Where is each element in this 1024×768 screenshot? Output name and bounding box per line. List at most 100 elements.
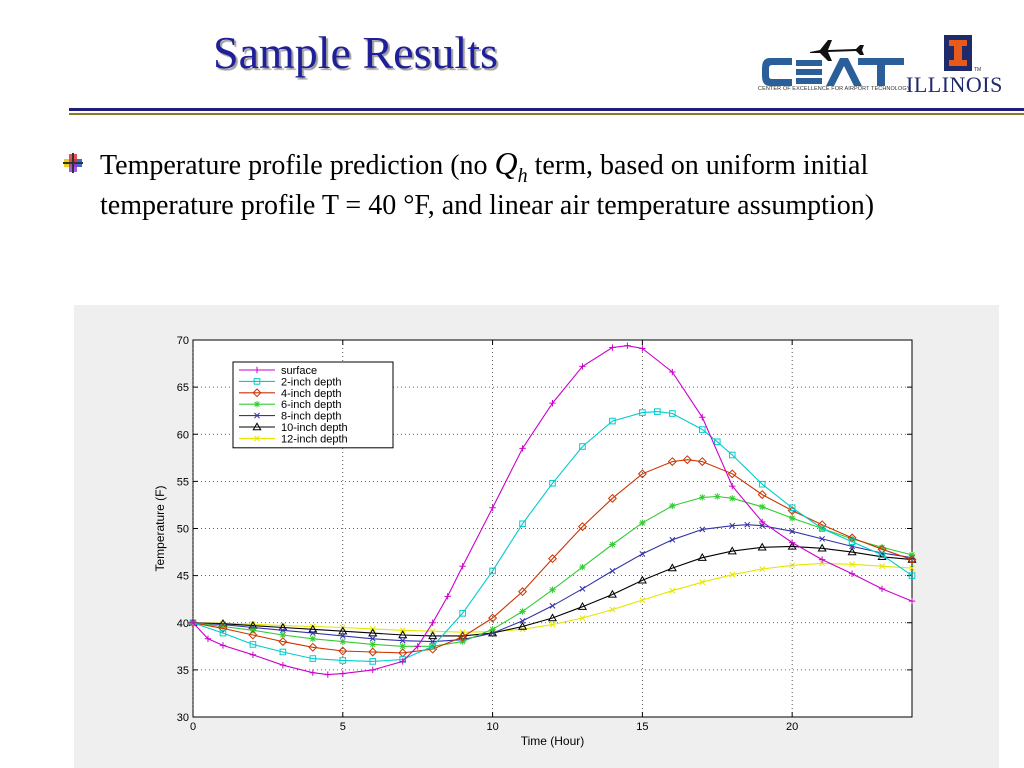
- data-point-3: [519, 608, 526, 615]
- data-point-1: [878, 551, 886, 559]
- data-point-3: [788, 514, 796, 522]
- slide-title: Sample Results: [213, 27, 498, 78]
- data-point-6: [879, 563, 885, 570]
- y-tick-label: 50: [177, 524, 189, 536]
- data-point-1: [489, 567, 496, 575]
- data-point-1: [279, 648, 287, 656]
- data-point-0: [624, 342, 631, 349]
- x-tick-label: 5: [340, 721, 346, 733]
- series-line-2: [192, 459, 913, 654]
- data-point-6: [609, 606, 616, 613]
- data-point-0: [699, 414, 706, 421]
- data-point-3: [489, 626, 496, 633]
- y-tick-label: 30: [177, 712, 189, 724]
- x-axis-label: Time (Hour): [521, 734, 585, 748]
- data-point-2: [757, 490, 767, 500]
- data-point-4: [399, 637, 406, 644]
- data-point-6: [789, 562, 796, 569]
- legend-label: 10-inch depth: [281, 422, 348, 434]
- bullet-text: Temperature profile prediction (no Qh te…: [100, 144, 1000, 225]
- legend-label: 2-inch depth: [281, 376, 342, 388]
- data-point-3: [309, 635, 317, 642]
- data-point-4: [549, 602, 556, 609]
- data-point-0: [189, 619, 197, 626]
- data-point-1: [609, 417, 616, 425]
- data-point-0: [759, 518, 766, 526]
- data-point-1: [429, 643, 436, 650]
- data-point-4: [339, 633, 346, 639]
- data-point-3: [339, 638, 346, 645]
- data-point-1: [219, 629, 227, 637]
- data-point-3: [908, 551, 916, 559]
- data-point-2: [488, 613, 498, 623]
- data-point-1: [818, 525, 826, 532]
- data-point-1: [549, 479, 556, 487]
- data-point-1: [639, 409, 646, 416]
- data-point-3: [878, 544, 886, 551]
- header-rule-accent: [69, 113, 1024, 115]
- data-point-5: [308, 624, 318, 633]
- data-point-0: [324, 671, 332, 678]
- data-point-1: [908, 572, 916, 579]
- data-point-1: [788, 504, 796, 512]
- data-point-3: [459, 638, 466, 645]
- data-point-1: [249, 641, 257, 648]
- legend-marker: [253, 366, 261, 374]
- x-tick-label: 20: [786, 721, 798, 733]
- data-point-3: [609, 541, 616, 548]
- data-point-5: [817, 543, 827, 552]
- data-point-0: [908, 597, 916, 605]
- data-point-5: [787, 541, 797, 550]
- data-point-1: [579, 443, 586, 450]
- legend-marker: [254, 412, 260, 419]
- data-point-5: [577, 602, 588, 610]
- series-line-3: [192, 495, 913, 647]
- data-point-2: [727, 469, 737, 479]
- data-point-0: [489, 504, 496, 511]
- data-point-4: [309, 630, 316, 637]
- data-point-0: [444, 593, 451, 600]
- legend-label: 8-inch depth: [281, 411, 342, 423]
- data-point-6: [819, 560, 826, 567]
- legend-label: surface: [281, 365, 317, 377]
- data-point-4: [744, 521, 751, 528]
- x-tick-label: 10: [486, 721, 498, 733]
- data-point-0: [818, 556, 826, 563]
- q-symbol: Q: [494, 145, 518, 181]
- y-tick-label: 70: [177, 335, 189, 347]
- data-point-1: [758, 480, 766, 488]
- bullet-icon: [63, 153, 83, 173]
- legend-marker: [254, 435, 260, 442]
- data-point-5: [637, 575, 647, 584]
- data-point-2: [607, 493, 617, 503]
- data-point-0: [204, 635, 212, 642]
- data-point-5: [428, 631, 438, 640]
- data-point-4: [579, 585, 586, 592]
- data-point-0: [459, 563, 466, 570]
- y-tick-label: 55: [177, 476, 189, 488]
- series-line-0: [192, 345, 913, 676]
- data-point-2: [308, 642, 318, 652]
- legend-box: [232, 361, 394, 449]
- data-point-0: [309, 669, 317, 676]
- data-point-0: [279, 661, 287, 669]
- data-point-4: [759, 522, 766, 529]
- data-point-6: [429, 628, 436, 635]
- legend-marker: [253, 378, 261, 385]
- y-axis-label: Temperature (F): [153, 485, 167, 571]
- data-point-3: [219, 623, 227, 630]
- y-tick-label: 35: [177, 665, 189, 677]
- data-point-2: [907, 555, 917, 565]
- data-point-6: [849, 561, 855, 568]
- data-point-2: [278, 637, 288, 647]
- x-tick-label: 0: [190, 721, 196, 733]
- legend-marker: [253, 401, 261, 408]
- header-rule: [69, 108, 1024, 111]
- data-point-6: [909, 565, 915, 571]
- data-point-5: [727, 546, 737, 555]
- data-point-2: [682, 455, 692, 465]
- data-point-0: [249, 651, 257, 658]
- data-point-0: [369, 666, 376, 674]
- data-point-2: [338, 646, 348, 656]
- data-point-5: [398, 630, 408, 639]
